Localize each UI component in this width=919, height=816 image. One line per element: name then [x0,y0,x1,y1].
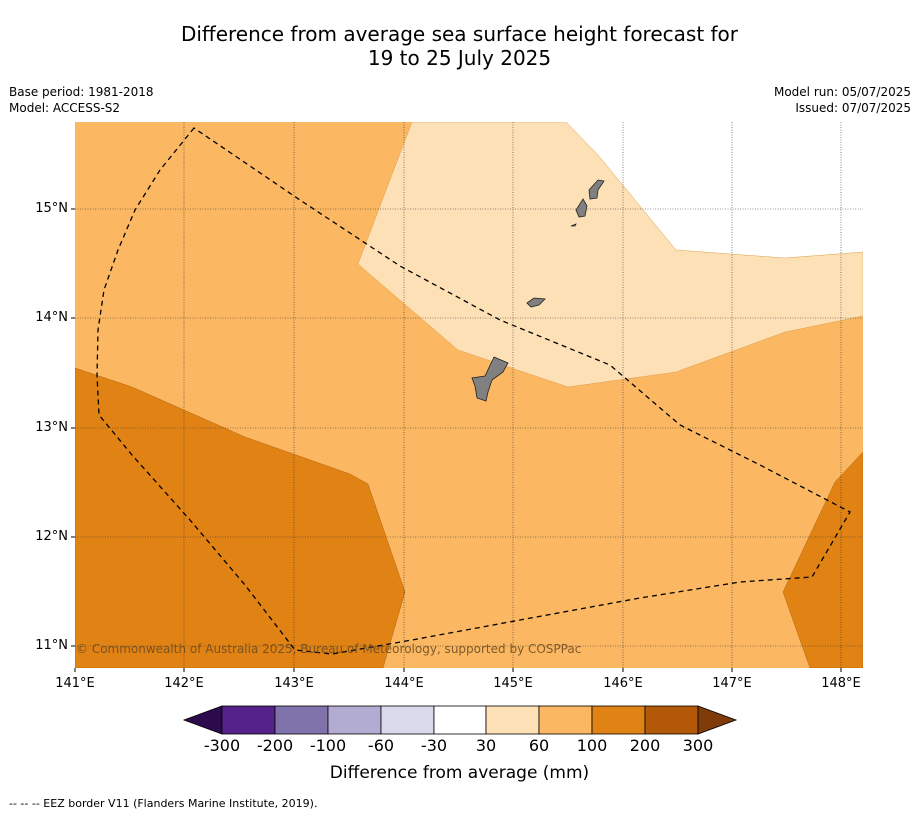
lat-label-11n: 11°N [35,638,68,653]
colorbar-label-minus-300: -300 [203,736,241,755]
model-run: Model run: 05/07/2025 [773,85,911,99]
model-name: Model: ACCESS-S2 [9,101,121,115]
title-line-1: Difference from average sea surface heig… [180,22,739,46]
lon-label-142e: 142°E [164,676,204,691]
eez-legend-note: -- -- -- EEZ border V11 (Flanders Marine… [9,797,318,810]
island-saipan [588,179,605,200]
land-masses [471,179,605,402]
colorbar-label-minus-60: -60 [367,736,395,755]
colorbar-label-minus-100: -100 [309,736,347,755]
lon-label-148e: 148°E [821,676,861,691]
colorbar-label-100: 100 [576,736,608,755]
issued-date: Issued: 07/07/2025 [795,101,911,115]
title-line-2: 19 to 25 July 2025 [367,46,552,70]
colorbar [182,705,738,735]
base-period: Base period: 1981-2018 [9,85,154,99]
colorbar-segment-9 [644,705,699,735]
eez-border [96,127,851,655]
meta-right: Model run: 05/07/2025 Issued: 07/07/2025 [774,84,911,116]
meta-left: Base period: 1981-2018 Model: ACCESS-S2 [9,84,154,116]
colorbar-extend-high [697,705,738,735]
lon-label-146e: 146°E [603,676,643,691]
colorbar-title: Difference from average (mm) [329,763,590,783]
colorbar-label-minus-30: -30 [420,736,448,755]
island-guam [471,356,509,402]
band-100-200-region-east [782,451,863,668]
island-rota [526,297,546,308]
lat-label-12n: 12°N [35,529,68,544]
colorbar-segment-8 [591,705,646,735]
colorbar-label-minus-200: -200 [256,736,294,755]
colorbar-label-200: 200 [629,736,661,755]
tick-marks [71,208,842,672]
band-30-60-region [357,122,863,388]
colorbar-extend-low [182,705,223,735]
band-100-200-region-west [75,367,406,668]
colorbar-segment-7 [538,705,593,735]
lon-label-147e: 147°E [712,676,752,691]
map-title: Difference from average sea surface heig… [0,22,919,70]
lat-label-15n: 15°N [35,201,68,216]
colorbar-label-30: 30 [475,736,497,755]
island-aguijan [570,223,577,227]
colorbar-segment-5 [433,705,487,735]
colorbar-segment-6 [485,705,540,735]
anomaly-field [75,122,863,668]
lat-label-14n: 14°N [35,310,68,325]
colorbar-segment-3 [327,705,382,735]
lat-label-13n: 13°N [35,420,68,435]
colorbar-segment-1 [221,705,276,735]
lon-label-141e: 141°E [55,676,95,691]
lon-label-143e: 143°E [274,676,314,691]
colorbar-label-60: 60 [528,736,550,755]
colorbar-segment-2 [274,705,329,735]
colorbar-label-300: 300 [682,736,714,755]
copyright-notice: © Commonwealth of Australia 2025, Bureau… [76,642,582,656]
island-tinian [575,198,588,218]
colorbar-segment-4 [380,705,435,735]
lon-label-145e: 145°E [493,676,533,691]
gridlines [75,122,863,668]
lon-label-144e: 144°E [384,676,424,691]
band-neutral-region [566,122,863,258]
